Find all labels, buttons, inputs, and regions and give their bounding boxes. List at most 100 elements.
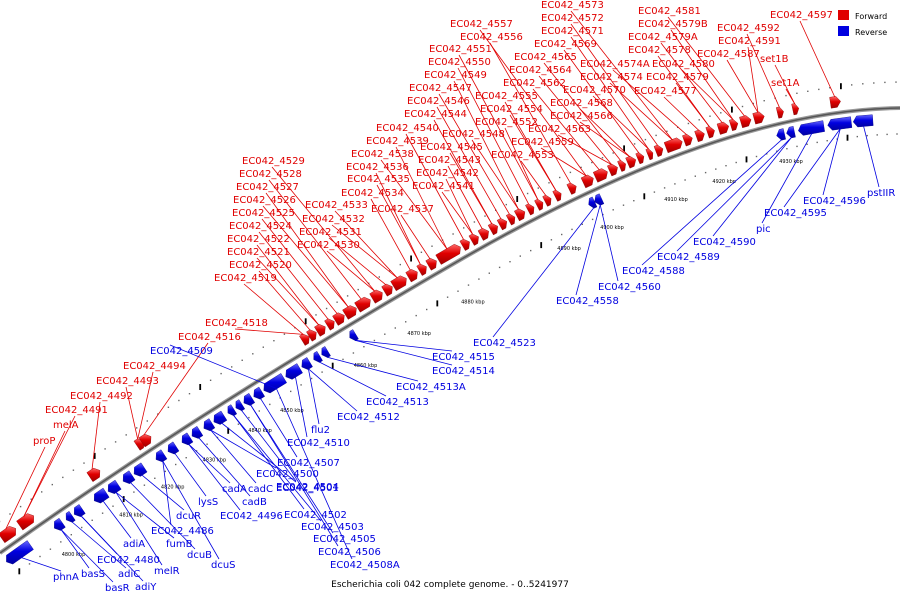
upper-minor-tick: [655, 134, 657, 137]
upper-minor-tick: [873, 82, 875, 84]
upper-minor-tick: [19, 505, 22, 508]
reverse-gene-23: [321, 346, 331, 358]
forward-leader-ec042-4568: [579, 108, 631, 158]
reverse-gene-13: [203, 418, 216, 432]
forward-gene-12: [354, 296, 371, 313]
upper-minor-tick: [709, 115, 711, 117]
lower-major-tick: [227, 427, 230, 434]
label-leaders: [5, 10, 880, 583]
forward-label-ec042-4544: EC042_4544: [404, 109, 467, 120]
upper-major-tick: [623, 145, 625, 152]
forward-label-ec042-4574a: EC042_4574A: [580, 59, 650, 70]
forward-label-ec042-4570: EC042_4570: [563, 85, 626, 96]
upper-minor-tick: [884, 81, 886, 84]
reverse-label-ec042-4513: EC042_4513: [366, 397, 429, 408]
reverse-label-ec042-4509: EC042_4509: [150, 346, 213, 357]
forward-label-prop: proP: [33, 436, 55, 447]
forward-gene-43: [705, 126, 715, 139]
reverse-label-basr: basR: [105, 583, 130, 594]
forward-leader-ec042-4553: [520, 160, 547, 196]
forward-leader-ec042-4524: [258, 231, 329, 320]
reverse-leader-ec042-4507: [260, 398, 298, 458]
upper-minor-tick: [505, 203, 507, 206]
forward-leader-ec042-4574a: [612, 69, 687, 136]
forward-gene-11: [342, 305, 357, 320]
reverse-leader-pic: [761, 133, 813, 224]
reverse-leader-cada: [188, 443, 231, 484]
lower-minor-tick: [571, 228, 573, 231]
reverse-label-ec042-4486: EC042_4486: [151, 526, 214, 537]
forward-label-ec042-4493: EC042_4493: [96, 376, 159, 387]
forward-leader-ec042-4546: [436, 106, 502, 219]
forward-label-ec042-4536: EC042_4536: [346, 162, 409, 173]
forward-gene-9: [324, 318, 335, 331]
reverse-label-bass: basS: [81, 569, 105, 580]
reverse-leader-flu2: [308, 368, 320, 425]
forward-gene-15: [390, 275, 407, 292]
lower-minor-tick: [394, 327, 396, 329]
upper-minor-tick: [51, 483, 53, 486]
reverse-gene-26: [594, 193, 605, 206]
forward-gene-2: [16, 513, 34, 531]
forward-label-set1a: set1A: [771, 78, 800, 89]
tick-label-11: 4900 kbp: [600, 225, 624, 231]
forward-leader-ec042-4492: [91, 401, 101, 470]
forward-leader-ec042-4556: [489, 42, 571, 184]
forward-label-ec042-4568: EC042_4568: [550, 98, 613, 109]
forward-gene-29: [542, 194, 552, 207]
reverse-leader-ec042-4515: [355, 339, 453, 352]
forward-label-ec042-4538: EC042_4538: [351, 149, 414, 160]
reverse-label-ec042-4500: EC042_4500: [256, 469, 319, 480]
forward-leader-ec042-4573: [570, 10, 673, 141]
forward-leader-prop: [5, 446, 46, 530]
forward-label-ec042-4547: EC042_4547: [409, 83, 472, 94]
forward-leader-ec042-4491: [23, 415, 76, 517]
upper-minor-tick: [336, 301, 338, 303]
tick-label-13: 4920 kbp: [712, 179, 736, 185]
reverse-label-ec042-4504: EC042_4504: [276, 482, 339, 493]
reverse-gene-10: [167, 441, 180, 455]
upper-minor-tick: [157, 413, 159, 415]
upper-minor-tick: [114, 441, 117, 443]
reverse-leader-ec042-4503: [233, 415, 322, 522]
upper-minor-tick: [548, 182, 550, 184]
forward-leader-ec042-4550: [457, 67, 530, 205]
forward-label-ec042-4555: EC042_4555: [475, 91, 538, 102]
lower-minor-tick: [290, 390, 292, 393]
upper-minor-tick: [895, 81, 897, 83]
forward-gene-35: [617, 159, 626, 172]
reverse-label-phna: phnA: [53, 572, 79, 583]
reverse-label-ec042-4512: EC042_4512: [337, 412, 400, 423]
upper-minor-tick: [807, 90, 809, 92]
forward-gene-48: [775, 106, 784, 119]
forward-gene-16: [405, 269, 418, 283]
forward-label-ec042-4592: EC042_4592: [717, 23, 780, 34]
forward-leader-ec042-4516: [143, 342, 209, 436]
forward-label-ec042-4519: EC042_4519: [214, 273, 277, 284]
reverse-gene-11: [181, 432, 194, 446]
reverse-label-ec042-4515: EC042_4515: [432, 352, 495, 363]
reverse-label-ec042-4596: EC042_4596: [803, 196, 866, 207]
reverse-leader-phna: [21, 557, 62, 572]
forward-label-ec042-4597: EC042_4597: [770, 10, 833, 21]
lower-minor-tick: [550, 239, 553, 241]
tick-label-8: 4870 kbp: [407, 331, 431, 337]
reverse-label-ec042-4589: EC042_4589: [657, 252, 720, 263]
forward-leader-ec042-4542: [445, 178, 474, 235]
lower-minor-tick: [776, 150, 778, 152]
forward-leader-ec042-4592: [746, 33, 780, 108]
forward-leader-set1b: [774, 64, 796, 105]
forward-leader-ec042-4537: [400, 214, 431, 260]
forward-leader-ec042-4541: [441, 191, 474, 235]
upper-minor-tick: [357, 288, 359, 291]
forward-leader-ec042-4581: [667, 16, 746, 117]
reverse-leader-ec042-4500: [210, 429, 277, 469]
reverse-gene-29: [798, 120, 825, 136]
gene-labels: proP melA EC042_4491 EC042_4492 EC042_4493 EC…: [33, 0, 895, 594]
forward-gene-34: [607, 163, 618, 177]
reverse-leader-ec042-4595: [783, 128, 841, 208]
forward-label-ec042-4531: EC042_4531: [299, 227, 362, 238]
forward-label-ec042-4526: EC042_4526: [233, 195, 296, 206]
upper-minor-tick: [62, 476, 64, 479]
reverse-label-ec042-4523: EC042_4523: [473, 338, 536, 349]
